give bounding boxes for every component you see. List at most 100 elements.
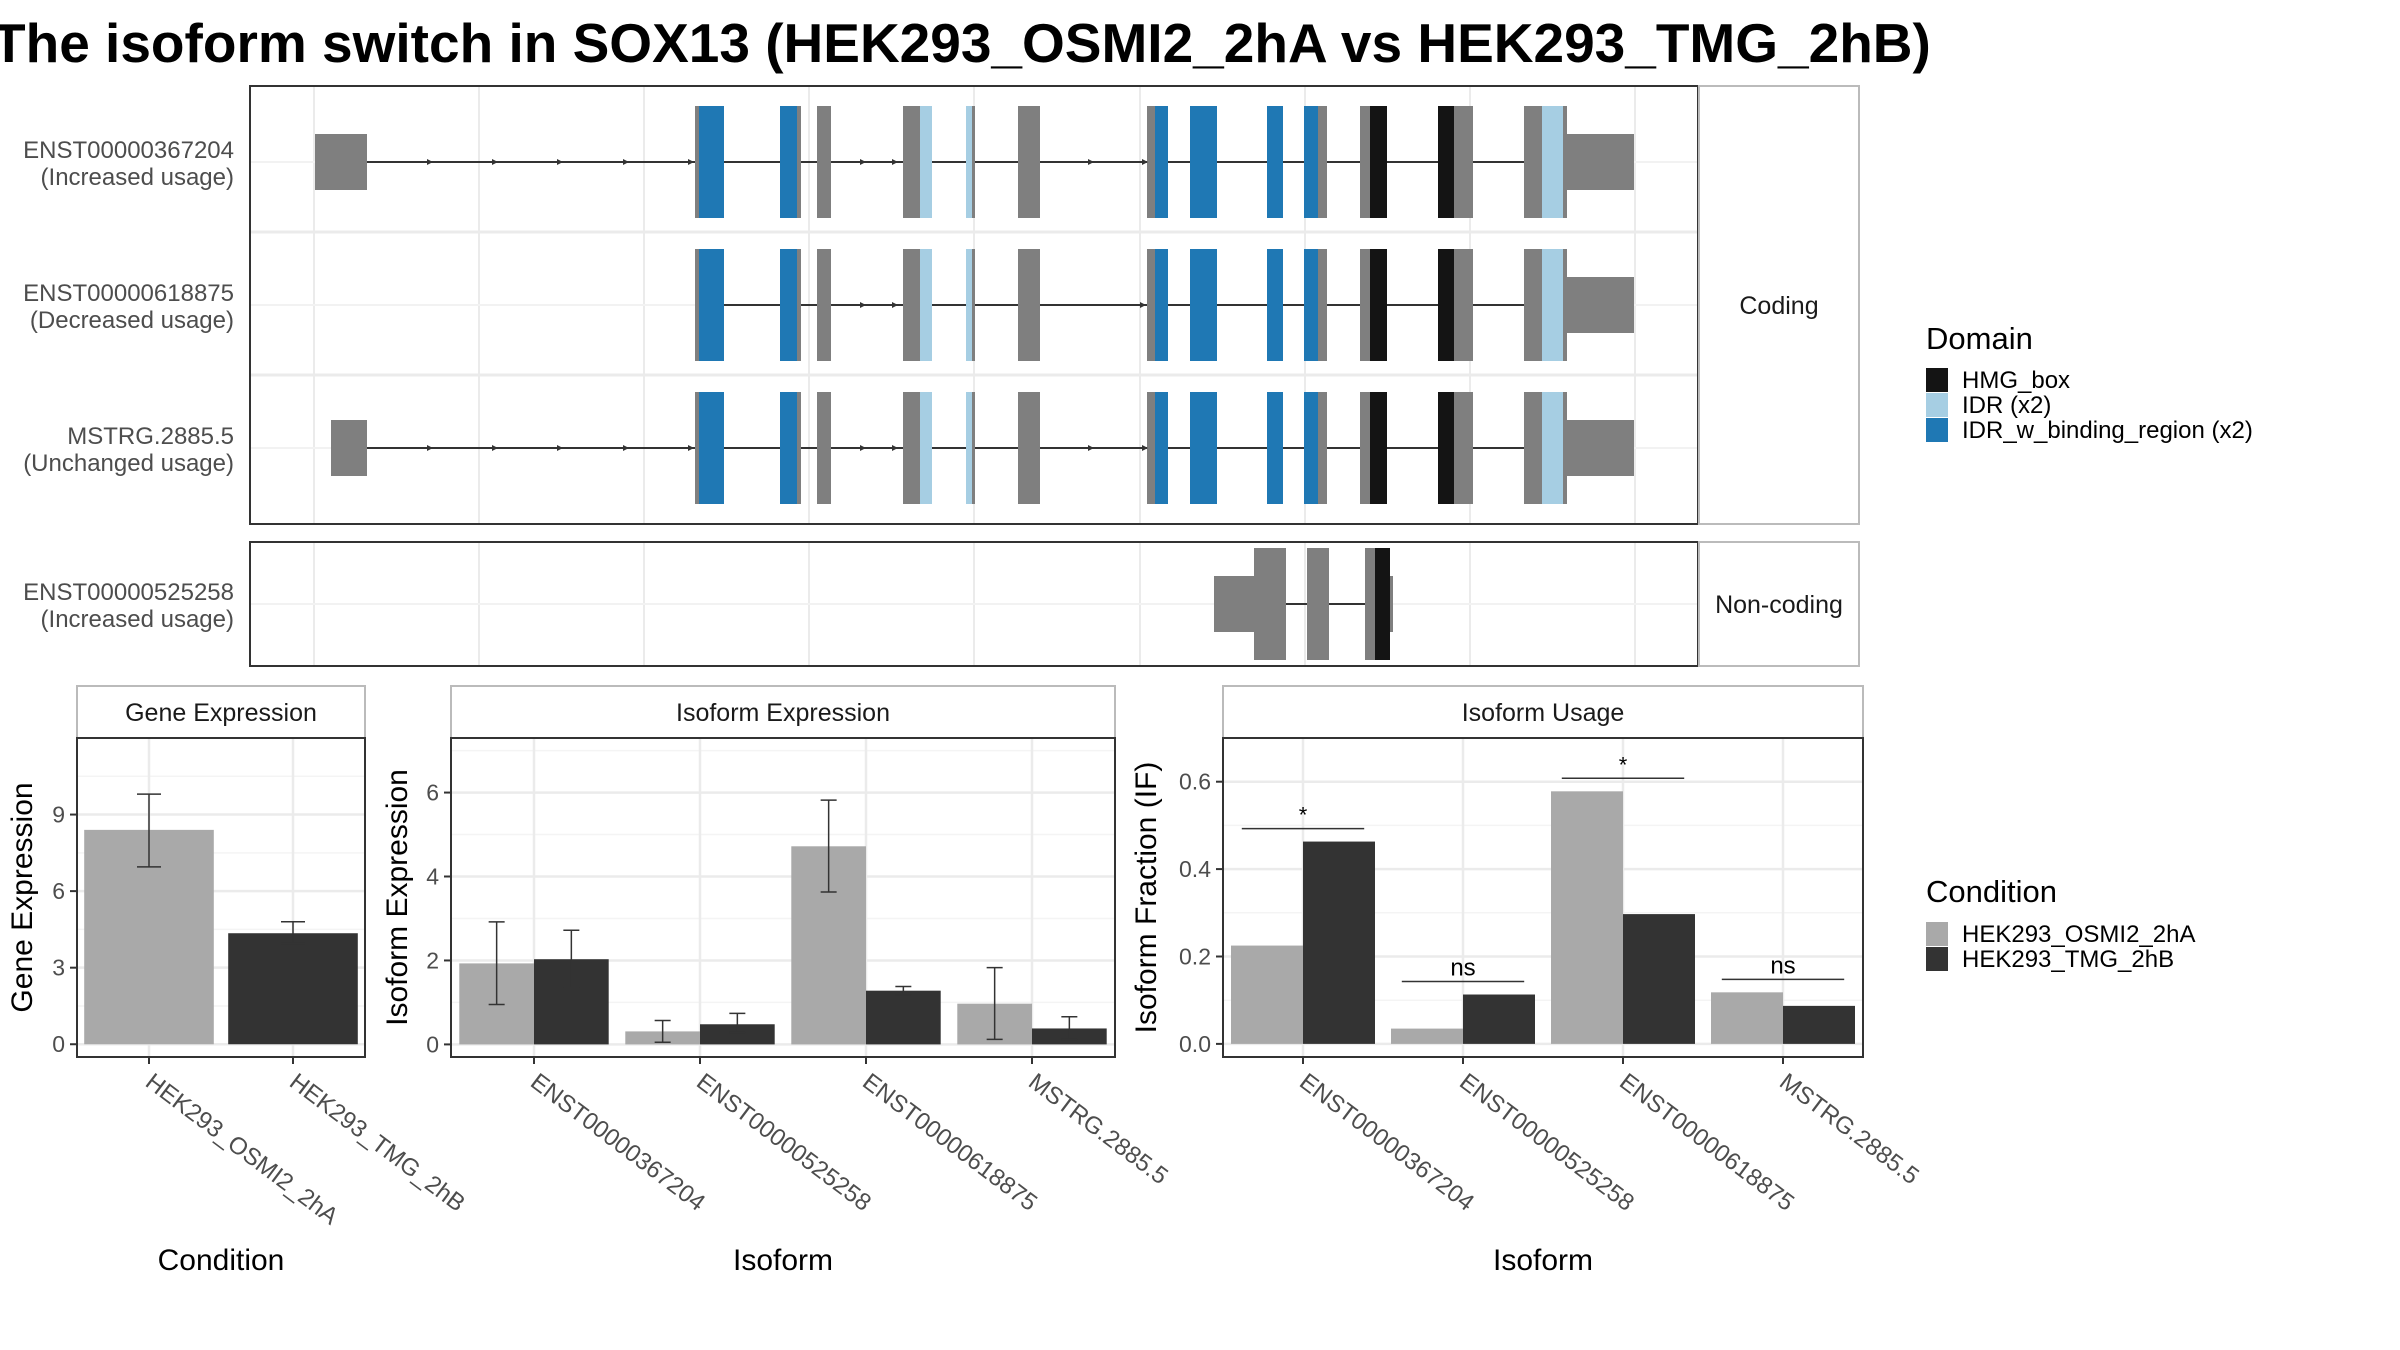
significance-label: * <box>1619 752 1628 777</box>
bar-osmi2-ENST00000618875 <box>1551 791 1623 1044</box>
exon-block <box>1542 249 1563 361</box>
exon-block <box>1524 392 1542 504</box>
significance-label: * <box>1299 803 1308 828</box>
y-axis-title: Isoform Fraction (IF) <box>1130 762 1163 1034</box>
exon-block <box>780 392 800 504</box>
exon-block <box>1360 106 1370 218</box>
domain-legend-swatch <box>1926 393 1948 417</box>
transcript-id-label: ENST00000525258 <box>23 579 234 606</box>
y-tick-label: 0.4 <box>1179 856 1211 882</box>
bar-osmi2-ENST00000525258 <box>1391 1028 1463 1044</box>
domain-legend-swatch <box>1926 368 1948 392</box>
exon-block <box>1567 134 1634 190</box>
x-axis-title: Isoform <box>1493 1244 1593 1277</box>
y-axis-title: Gene Expression <box>6 782 39 1012</box>
facet-strip-label: Coding <box>1739 292 1818 320</box>
exon-block <box>920 249 932 361</box>
bar-tmg-MSTRG.2885.5 <box>1783 1005 1855 1044</box>
exon-block <box>1147 249 1155 361</box>
exon-block <box>1567 420 1634 476</box>
exon-block <box>695 106 699 218</box>
chart-panel-title: Isoform Usage <box>1462 699 1625 727</box>
exon-block <box>699 106 724 218</box>
exon-block <box>817 249 831 361</box>
intron-arrow <box>1140 302 1146 308</box>
x-tick-label: ENST00000618875 <box>857 1068 1042 1216</box>
exon-block <box>780 106 800 218</box>
exon-block <box>1370 392 1387 504</box>
exon-block <box>1542 106 1563 218</box>
facet-strip-label: Non-coding <box>1715 591 1843 619</box>
intron-arrow <box>1088 159 1094 165</box>
x-tick-label: MSTRG.2885.5 <box>1023 1068 1172 1190</box>
condition-legend-swatch <box>1926 922 1948 946</box>
exon-block <box>1438 106 1454 218</box>
exon-block <box>699 249 724 361</box>
exon-block <box>1304 249 1318 361</box>
exon-block <box>1454 106 1473 218</box>
condition-legend-swatch <box>1926 947 1948 971</box>
exon-block <box>903 392 920 504</box>
intron-arrow <box>892 445 898 451</box>
exon-block <box>966 249 972 361</box>
exon-block <box>1318 392 1327 504</box>
chart-title: The isoform switch in SOX13 (HEK293_OSMI… <box>0 12 1931 74</box>
domain-legend-label: IDR (x2) <box>1962 392 2051 419</box>
intron-arrow <box>557 159 563 165</box>
bar-osmi2-ENST00000367204 <box>1231 945 1303 1044</box>
exon-block <box>1155 249 1168 361</box>
intron-arrow <box>860 302 866 308</box>
x-tick-label: MSTRG.2885.5 <box>1774 1068 1923 1190</box>
x-axis-title: Condition <box>158 1244 285 1277</box>
exon-block <box>1155 106 1168 218</box>
transcript-id-label: MSTRG.2885.5 <box>67 423 234 450</box>
exon-block <box>1214 576 1254 632</box>
bar-tmg-ENST00000618875 <box>1623 914 1695 1044</box>
exon-block <box>1267 392 1283 504</box>
intron-arrow <box>427 159 433 165</box>
bar-tmg-ENST00000618875 <box>866 990 941 1045</box>
chart-strip <box>1222 685 1864 739</box>
exon-block <box>797 106 801 218</box>
y-tick-label: 4 <box>426 864 439 890</box>
exon-block <box>797 392 801 504</box>
exon-block <box>1563 106 1567 218</box>
transcript-usage-label: (Decreased usage) <box>30 307 234 334</box>
intron-arrow <box>688 159 694 165</box>
transcript-id-label: ENST00000367204 <box>23 137 234 164</box>
x-tick-label: ENST00000367204 <box>525 1068 710 1216</box>
exon-block <box>1155 392 1168 504</box>
exon-block <box>1304 392 1318 504</box>
exon-block <box>699 392 724 504</box>
significance-label: ns <box>1450 955 1475 982</box>
chart-panel-border <box>450 737 1116 1058</box>
exon-block <box>1563 249 1567 361</box>
x-tick-label: ENST00000525258 <box>1454 1068 1639 1216</box>
exon-block <box>1567 277 1634 333</box>
chart-panel-title: Gene Expression <box>125 699 317 727</box>
exon-block <box>1267 106 1283 218</box>
intron-arrow <box>892 302 898 308</box>
intron-arrow <box>892 159 898 165</box>
intron-arrow <box>623 159 629 165</box>
transcript-usage-label: (Unchanged usage) <box>23 450 234 477</box>
bar-tmg-ENST00000525258 <box>700 1024 775 1045</box>
exon-block <box>1438 392 1454 504</box>
exon-block <box>1390 576 1393 632</box>
condition-legend-label: HEK293_TMG_2hB <box>1962 946 2174 973</box>
x-tick-label: ENST00000525258 <box>691 1068 876 1216</box>
intron-arrow <box>688 445 694 451</box>
exon-block <box>1147 392 1155 504</box>
bar-osmi2-MSTRG.2885.5 <box>1711 992 1783 1044</box>
chart-strip <box>76 685 366 739</box>
chart-panel-border <box>76 737 366 1058</box>
exon-block <box>1454 392 1473 504</box>
y-tick-label: 0 <box>426 1031 439 1057</box>
facet-strip <box>1698 85 1860 525</box>
intron-arrow <box>1142 445 1148 451</box>
bar-tmg-ENST00000525258 <box>1463 994 1535 1044</box>
exon-block <box>1267 249 1283 361</box>
x-tick-label: ENST00000618875 <box>1614 1068 1799 1216</box>
exon-block <box>1438 249 1454 361</box>
